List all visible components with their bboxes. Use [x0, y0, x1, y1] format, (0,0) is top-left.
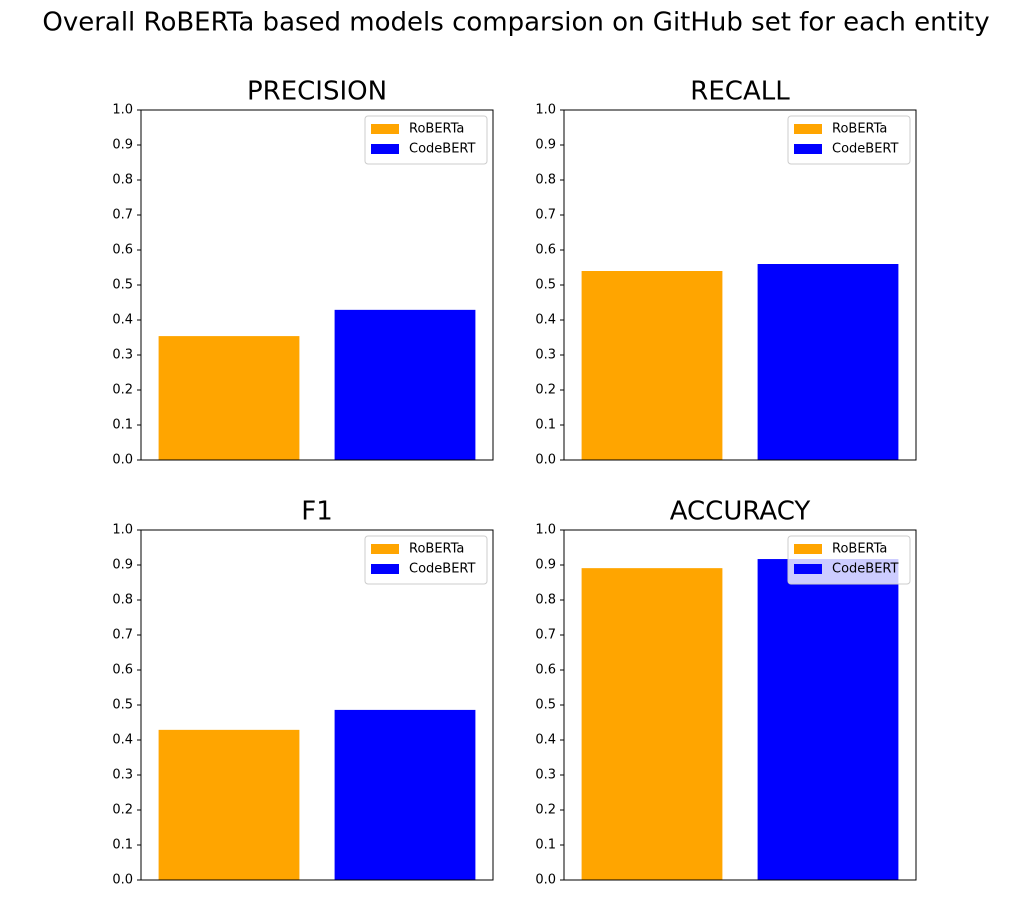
- y-tick-label: 0.5: [112, 698, 133, 713]
- y-tick-label: 0.6: [112, 663, 133, 678]
- y-tick-label: 0.4: [535, 733, 556, 748]
- bar: [581, 271, 723, 460]
- y-tick-label: 0.2: [112, 803, 133, 818]
- bar: [757, 264, 899, 460]
- y-tick-label: 0.7: [535, 628, 556, 643]
- legend-swatch: [371, 124, 399, 134]
- bar: [334, 309, 476, 460]
- subplot-title: F1: [301, 497, 333, 527]
- legend-label: CodeBERT: [832, 142, 899, 157]
- y-tick-label: 0.0: [535, 453, 556, 468]
- y-tick-label: 0.3: [535, 348, 556, 363]
- y-tick-label: 0.2: [535, 383, 556, 398]
- legend-label: CodeBERT: [832, 562, 899, 577]
- y-tick-label: 0.9: [535, 558, 556, 573]
- y-tick-label: 0.4: [112, 733, 133, 748]
- y-tick-label: 0.6: [535, 663, 556, 678]
- y-tick-label: 0.1: [112, 418, 133, 433]
- y-tick-label: 0.7: [535, 208, 556, 223]
- y-tick-label: 0.0: [112, 873, 133, 888]
- y-tick-label: 0.3: [112, 768, 133, 783]
- y-tick-label: 1.0: [112, 523, 133, 538]
- y-tick-label: 0.5: [535, 278, 556, 293]
- y-tick-label: 0.2: [535, 803, 556, 818]
- y-tick-label: 0.8: [112, 173, 133, 188]
- subplot-title: ACCURACY: [670, 497, 811, 527]
- legend-swatch: [794, 144, 822, 154]
- legend-label: RoBERTa: [409, 122, 464, 137]
- y-tick-label: 0.6: [112, 243, 133, 258]
- subplot-title: PRECISION: [247, 77, 387, 107]
- y-tick-label: 1.0: [112, 103, 133, 118]
- y-tick-label: 0.9: [112, 138, 133, 153]
- y-tick-label: 0.8: [112, 593, 133, 608]
- axes-frame: [563, 529, 917, 881]
- axes-frame: [140, 529, 494, 881]
- legend-label: RoBERTa: [832, 542, 887, 557]
- y-tick-label: 0.4: [535, 313, 556, 328]
- legend-swatch: [794, 124, 822, 134]
- subplot-title: RECALL: [690, 77, 790, 107]
- y-tick-label: 0.1: [535, 838, 556, 853]
- bar: [757, 559, 899, 880]
- y-tick-label: 0.0: [535, 873, 556, 888]
- y-tick-label: 0.5: [535, 698, 556, 713]
- y-tick-label: 0.1: [535, 418, 556, 433]
- legend-label: RoBERTa: [409, 542, 464, 557]
- legend-swatch: [371, 564, 399, 574]
- bar: [158, 729, 300, 880]
- y-tick-label: 0.7: [112, 208, 133, 223]
- y-tick-label: 0.5: [112, 278, 133, 293]
- y-tick-label: 0.9: [112, 558, 133, 573]
- y-tick-label: 0.4: [112, 313, 133, 328]
- y-tick-label: 0.6: [535, 243, 556, 258]
- axes-frame: [563, 109, 917, 461]
- legend-label: CodeBERT: [409, 142, 476, 157]
- y-tick-label: 0.9: [535, 138, 556, 153]
- y-tick-label: 0.3: [112, 348, 133, 363]
- legend-swatch: [371, 144, 399, 154]
- y-tick-label: 0.2: [112, 383, 133, 398]
- legend-label: RoBERTa: [832, 122, 887, 137]
- y-tick-label: 0.8: [535, 173, 556, 188]
- legend-swatch: [794, 544, 822, 554]
- axes-frame: [140, 109, 494, 461]
- bar: [581, 568, 723, 880]
- y-tick-label: 0.3: [535, 768, 556, 783]
- y-tick-label: 1.0: [535, 523, 556, 538]
- y-tick-label: 0.1: [112, 838, 133, 853]
- legend-label: CodeBERT: [409, 562, 476, 577]
- y-tick-label: 1.0: [535, 103, 556, 118]
- bar: [158, 336, 300, 460]
- y-tick-label: 0.8: [535, 593, 556, 608]
- legend-swatch: [794, 564, 822, 574]
- figure-title: Overall RoBERTa based models comparsion …: [42, 8, 989, 38]
- y-tick-label: 0.7: [112, 628, 133, 643]
- y-tick-label: 0.0: [112, 453, 133, 468]
- legend-swatch: [371, 544, 399, 554]
- bar: [334, 709, 476, 880]
